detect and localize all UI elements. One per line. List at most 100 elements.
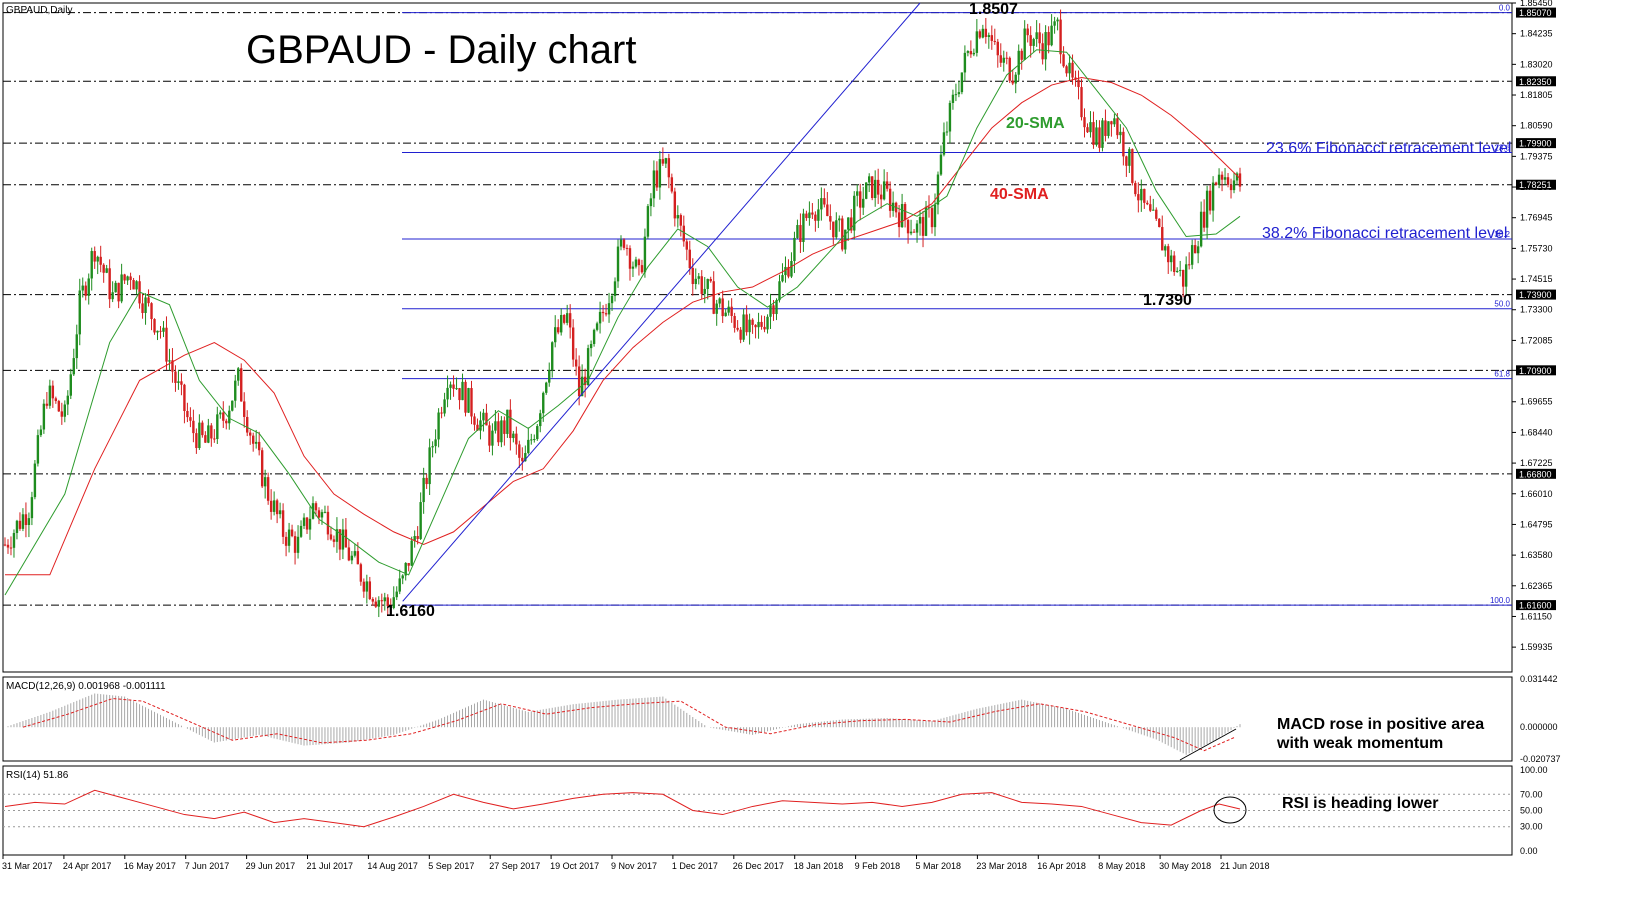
candle-body [682,225,686,242]
x-tick-label: 24 Apr 2017 [63,861,112,871]
x-tick-label: 5 Mar 2018 [916,861,962,871]
candle-body [470,388,473,417]
candle-body [1113,118,1116,125]
candle-body [664,158,668,164]
candle-body [353,551,357,556]
y-tick-label: 1.59935 [1520,642,1553,652]
price-tag-bg [1516,138,1556,149]
candle-body [159,330,162,332]
candle-body [144,297,147,314]
candle-body [476,424,479,431]
candle-body [347,547,351,561]
candle-body [1110,121,1113,125]
candle-body [33,463,37,498]
candle-body [718,298,721,304]
candle-body [769,305,772,317]
y-tick-label: 1.62365 [1520,581,1553,591]
candle-body [808,212,811,219]
candle-body [733,315,736,328]
candle-body [679,215,683,226]
candle-body [888,188,892,211]
rsi-line [4,789,1241,828]
candle-body [359,564,363,582]
candle-body [506,409,509,434]
candle-body [1140,188,1143,201]
x-tick-label: 5 Sep 2017 [428,861,474,871]
price-tag: 1.78251 [1519,180,1552,190]
candle-body [811,212,814,215]
candle-body [557,327,560,333]
macd-rising-line [1179,728,1237,761]
candle-body [622,239,626,248]
candle-body [1220,174,1224,180]
x-tick-label: 9 Feb 2018 [855,861,901,871]
candle-body [90,251,93,279]
y-tick-label: 1.61150 [1520,611,1552,621]
macd-note-line2: with weak momentum [1276,735,1443,752]
candle-body [126,276,129,281]
candle-body [670,177,674,192]
candle-body [655,170,659,188]
candle-body [1208,190,1212,211]
candle-body [12,533,16,548]
candle-body [1170,255,1173,263]
candle-body [739,329,742,340]
candle-body [84,285,87,296]
candle-body [592,329,596,344]
fib-pct-label: 50.0 [1494,300,1510,309]
candle-body [1107,121,1110,136]
candle-body [458,388,461,401]
candle-body [724,312,727,317]
candle-body [129,276,132,281]
candle-body [195,433,198,449]
candle-body [332,539,336,542]
x-tick-label: 23 Mar 2018 [976,861,1027,871]
candle-body [81,285,84,291]
candle-body [323,511,327,513]
y-tick-label: 1.83020 [1520,59,1553,69]
rsi-note: RSI is heading lower [1282,795,1438,812]
candle-body [661,159,665,164]
candle-body [742,314,745,340]
candle-body [1008,57,1011,81]
candle-body [1035,32,1038,40]
candle-body [915,223,919,233]
y-tick-label: 1.76945 [1520,213,1553,223]
candle-body [1077,79,1080,88]
candle-body [431,446,434,448]
candle-body [246,416,249,433]
candle-body [1020,50,1023,60]
candle-body [234,380,237,401]
candle-body [700,276,703,294]
candle-body [45,403,49,406]
candle-body [530,439,533,441]
candle-body [829,216,832,222]
candle-body [231,400,234,411]
candle-body [335,529,339,542]
y-tick-label: 1.64795 [1520,519,1553,529]
candle-body [156,330,159,333]
candle-body [1181,269,1185,287]
candle-body [344,529,348,548]
candle-body [482,412,485,421]
candle-body [706,278,709,289]
candle-body [879,194,883,200]
candle-body [778,281,781,301]
trendline [402,2,921,602]
candle-body [1211,182,1215,211]
candle-body [820,198,823,210]
candle-body [1149,204,1152,211]
x-tick-label: 27 Sep 2017 [489,861,540,871]
candle-body [826,204,829,217]
x-tick-label: 14 Aug 2017 [367,861,418,871]
candle-body [198,422,201,449]
candle-body [114,282,117,293]
candle-body [1134,182,1137,195]
candle-body [257,441,261,451]
y-tick-label: 1.85450 [1520,0,1553,8]
candle-body [853,195,856,231]
candle-body [237,368,240,381]
candle-body [601,311,605,314]
candle-body [536,426,539,440]
candle-body [688,249,691,269]
